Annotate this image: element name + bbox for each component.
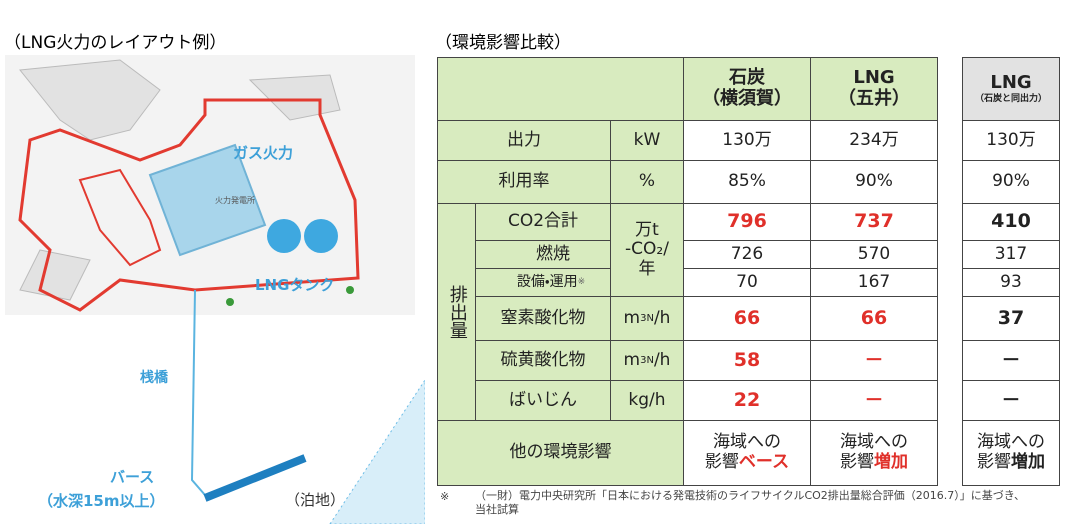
table-title: （環境影響比較） xyxy=(435,28,571,53)
row-label: 設備・運用※ xyxy=(475,268,611,297)
unit-tail: /h xyxy=(654,309,671,329)
pier-line xyxy=(192,290,205,495)
cell-emphasis: 増加 xyxy=(874,452,908,472)
cell: － xyxy=(810,380,938,421)
column-sub: （横須賀） xyxy=(702,89,792,110)
unit: 万t-CO₂/年 xyxy=(610,203,684,297)
cell: 海域への影響増加 xyxy=(810,420,938,486)
cell: 130万 xyxy=(962,120,1060,161)
unit: % xyxy=(610,160,684,204)
cell-line: 海域への xyxy=(977,433,1045,453)
cell: － xyxy=(810,340,938,381)
cell-emphasis: ベース xyxy=(739,452,789,472)
marker xyxy=(226,298,234,306)
group-label: 排出量 xyxy=(437,203,476,421)
unit: kW xyxy=(610,120,684,161)
cell: 90% xyxy=(962,160,1060,204)
cell: 737 xyxy=(810,203,938,241)
cell: － xyxy=(962,340,1060,381)
plant-label: 火力発電所 xyxy=(215,195,255,205)
cell: 海域への影響増加 xyxy=(962,420,1060,486)
cell: 726 xyxy=(683,240,811,269)
berth-label: バース xyxy=(110,468,154,486)
footnote: （一財）電力中央研究所「日本における発電技術のライフサイクルCO2排出量総合評価… xyxy=(475,489,1035,518)
cell: 海域への影響ベース xyxy=(683,420,811,486)
cell: 130万 xyxy=(683,120,811,161)
column-sub: （石炭と同出力） xyxy=(975,94,1047,104)
gas-label: ガス火力 xyxy=(233,144,293,162)
page: （LNG火力のレイアウト例） ガス火力 火力発電所 LNGタンク 桟橋 バース … xyxy=(0,0,1065,524)
depth-label: （水深15m以上） xyxy=(38,492,165,510)
cell: 317 xyxy=(962,240,1060,269)
column-name: LNG xyxy=(853,68,894,89)
cell-line: 影響 xyxy=(840,452,874,472)
row-label: 出力 xyxy=(437,120,611,161)
cell: 93 xyxy=(962,268,1060,297)
column-header: LNG（石炭と同出力） xyxy=(962,57,1060,121)
row-label: ばいじん xyxy=(475,380,611,421)
unit-base: m xyxy=(624,309,641,329)
unit-sub: N xyxy=(646,313,653,325)
marker xyxy=(346,286,354,294)
cell: 58 xyxy=(683,340,811,381)
note-mark: ※ xyxy=(578,277,586,287)
cell-line: 海域への xyxy=(840,433,908,453)
footnote-mark: ※ xyxy=(440,490,449,503)
anchorage-label: （泊地） xyxy=(285,491,345,509)
row-label: 窒素酸化物 xyxy=(475,296,611,341)
column-name: 石炭 xyxy=(729,68,765,89)
cell: 37 xyxy=(962,296,1060,341)
lng-tank xyxy=(304,219,338,253)
cell: 167 xyxy=(810,268,938,297)
lng-tank xyxy=(267,219,301,253)
tank-label: LNGタンク xyxy=(255,276,334,294)
column-name: LNG xyxy=(990,73,1031,94)
cell-emphasis: 増加 xyxy=(1011,452,1045,472)
cell: 85% xyxy=(683,160,811,204)
row-label: 他の環境影響 xyxy=(437,420,684,486)
cell: 70 xyxy=(683,268,811,297)
cell: 22 xyxy=(683,380,811,421)
unit-sub: N xyxy=(646,355,653,367)
cell-line: 影響 xyxy=(977,452,1011,472)
unit-tail: /h xyxy=(654,351,671,371)
row-label: 硫黄酸化物 xyxy=(475,340,611,381)
row-label-text: 設備・運用 xyxy=(517,274,578,290)
cell: 90% xyxy=(810,160,938,204)
row-label: 利用率 xyxy=(437,160,611,204)
cell: 66 xyxy=(810,296,938,341)
cell: 66 xyxy=(683,296,811,341)
cell: － xyxy=(962,380,1060,421)
column-header: 石炭（横須賀） xyxy=(683,57,811,121)
unit-line: -CO₂/ xyxy=(625,240,669,260)
row-label: 燃焼 xyxy=(475,240,611,269)
pier-label: 桟橋 xyxy=(140,369,169,386)
row-label: CO2合計 xyxy=(475,203,611,241)
unit-line: 万t xyxy=(635,221,659,241)
cell-line: 海域への xyxy=(713,433,781,453)
cell: 570 xyxy=(810,240,938,269)
cell-line: 影響 xyxy=(705,452,739,472)
unit-base: m xyxy=(624,351,641,371)
column-header: LNG（五井） xyxy=(810,57,938,121)
cell: 410 xyxy=(962,203,1060,241)
cell: 796 xyxy=(683,203,811,241)
cell: 234万 xyxy=(810,120,938,161)
header-blank xyxy=(437,57,684,121)
column-sub: （五井） xyxy=(838,89,910,110)
unit-line: 年 xyxy=(639,260,656,280)
layout-map: ガス火力 火力発電所 LNGタンク 桟橋 バース （水深15m以上） （泊地） xyxy=(0,50,425,524)
unit: kg/h xyxy=(610,380,684,421)
